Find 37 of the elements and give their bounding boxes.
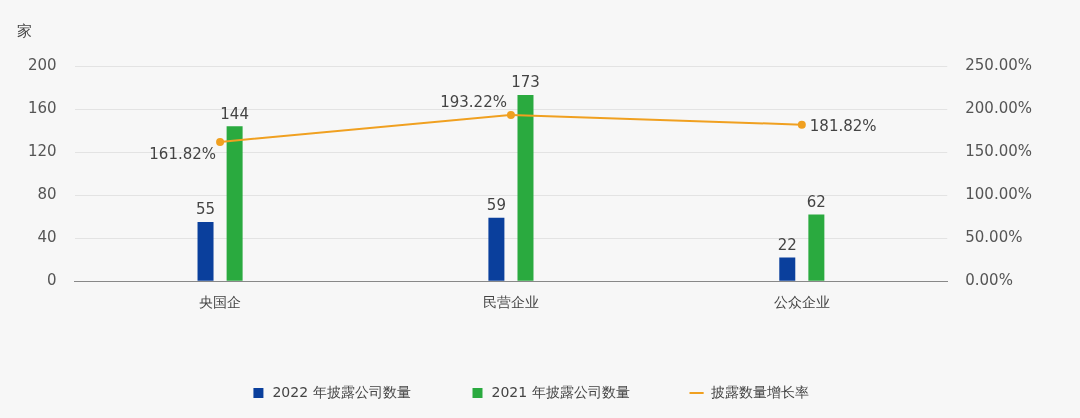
bar xyxy=(779,257,796,281)
legend-label: 2022 年披露公司数量 xyxy=(272,383,411,400)
point xyxy=(506,110,515,119)
data-label: 173 xyxy=(511,73,540,92)
legend-label: 披露数量增长率 xyxy=(710,383,809,400)
y-tick-label: 80 xyxy=(37,185,57,204)
data-label: 193.22% xyxy=(440,93,507,112)
y2-tick-label: 0.00% xyxy=(965,271,1013,290)
data-label: 144 xyxy=(220,104,249,123)
bar xyxy=(197,222,214,281)
y-tick-label: 160 xyxy=(27,98,57,117)
data-label: 161.82% xyxy=(149,145,217,164)
x-tick-label: 民营企业 xyxy=(482,294,539,311)
data-label: 62 xyxy=(806,192,826,211)
data-label: 55 xyxy=(195,200,216,219)
point xyxy=(797,120,806,129)
y-axis-title: 家 xyxy=(16,21,32,40)
y-tick-label: 0 xyxy=(47,271,57,290)
bar xyxy=(226,126,243,281)
x-tick-label: 央国企 xyxy=(199,294,242,311)
x-tick-label: 公众企业 xyxy=(773,294,830,311)
y2-tick-label: 100.00% xyxy=(965,185,1033,204)
bar xyxy=(517,95,534,281)
y2-tick-label: 150.00% xyxy=(965,141,1033,160)
bar xyxy=(808,214,825,281)
y2-tick-label: 200.00% xyxy=(965,98,1033,117)
bar xyxy=(488,217,505,281)
y-tick-label: 200 xyxy=(27,55,57,74)
y-tick-label: 120 xyxy=(27,141,57,160)
data-label: 59 xyxy=(486,196,506,215)
legend-label: 2021 年披露公司数量 xyxy=(491,383,630,400)
data-label: 22 xyxy=(777,235,797,254)
point xyxy=(216,137,225,146)
data-label: 181.82% xyxy=(809,116,877,135)
y2-tick-label: 50.00% xyxy=(965,228,1023,247)
y2-tick-label: 250.00% xyxy=(965,55,1033,74)
y-tick-label: 40 xyxy=(37,228,57,247)
